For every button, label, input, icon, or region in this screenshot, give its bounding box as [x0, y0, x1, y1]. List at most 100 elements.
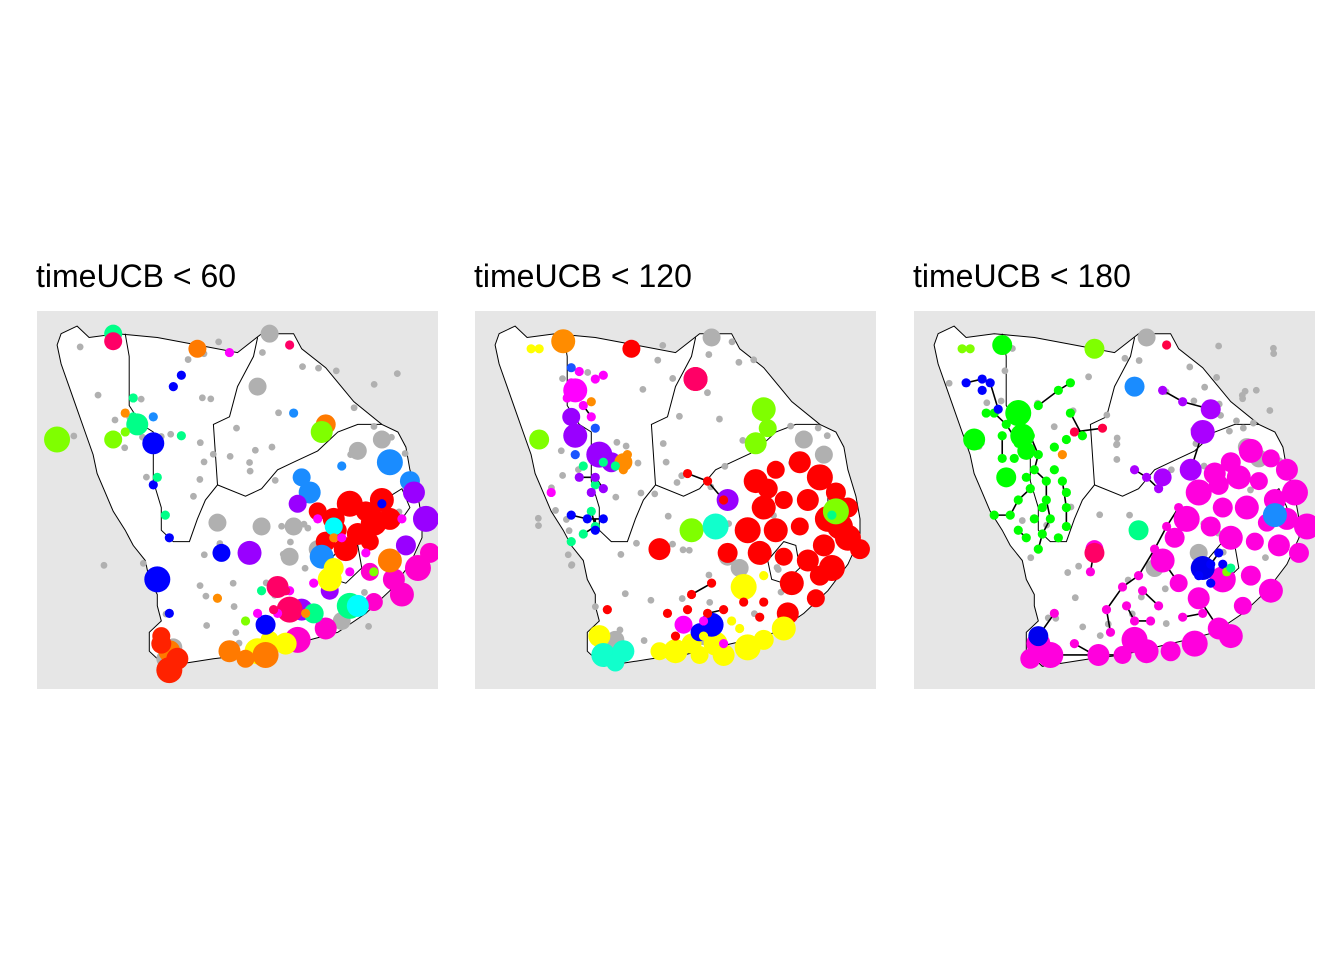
cluster-point-small: [1033, 400, 1043, 411]
border-line: [1089, 337, 1136, 485]
cluster-point-small: [369, 567, 379, 577]
cluster-point-small: [1021, 533, 1031, 543]
gray-point-large: [248, 377, 267, 396]
gray-point: [401, 450, 409, 457]
gray-point: [268, 443, 276, 451]
cluster-point: [276, 596, 303, 623]
cluster-point-small: [1198, 608, 1208, 618]
gray-point: [637, 489, 645, 497]
map-svg: [37, 311, 438, 689]
gray-point-large: [208, 513, 227, 532]
cluster-point: [274, 632, 297, 655]
gray-point: [1103, 411, 1111, 419]
gray-point: [1247, 486, 1254, 494]
cluster-point-small: [698, 616, 709, 626]
cluster-point-small: [120, 408, 130, 418]
cluster-point: [1234, 495, 1259, 520]
gray-point: [705, 571, 713, 579]
cluster-point: [308, 502, 327, 521]
cluster-point: [758, 419, 777, 438]
cluster-point: [377, 548, 402, 573]
gray-point: [640, 637, 648, 644]
cluster-point: [395, 535, 416, 556]
gray-point: [1113, 434, 1121, 442]
cluster-point-small: [164, 533, 174, 543]
border-line: [650, 337, 697, 485]
cluster-point: [622, 339, 641, 358]
gray-point: [198, 394, 206, 402]
cluster-point-small: [1045, 514, 1055, 524]
gray-point: [612, 493, 620, 501]
gray-point: [591, 603, 599, 611]
border-line: [212, 337, 259, 485]
gray-point: [1225, 427, 1233, 435]
cluster-point: [674, 615, 693, 634]
cluster-point-small: [1025, 431, 1035, 441]
cluster-point: [314, 617, 337, 640]
cluster-point: [144, 566, 171, 593]
cluster-point: [151, 633, 172, 654]
cluster-point: [156, 657, 183, 684]
cluster-point: [1124, 376, 1145, 397]
cluster-point: [1275, 458, 1298, 481]
cluster-point-small: [148, 412, 158, 422]
cluster-point: [1017, 441, 1036, 460]
cluster-point-small: [1033, 544, 1043, 554]
gray-point: [315, 364, 322, 372]
cluster-point-small: [1218, 559, 1228, 569]
gray-point: [370, 380, 378, 388]
cluster-point: [663, 639, 688, 664]
cluster-point: [1240, 565, 1261, 586]
gray-point: [202, 592, 210, 600]
cluster-point-small: [160, 510, 170, 520]
cluster-point: [1187, 587, 1210, 610]
cluster-point-small: [1041, 495, 1051, 505]
cluster-point-small: [1158, 385, 1168, 395]
cluster-point-small: [586, 397, 596, 407]
cluster-point: [378, 507, 401, 530]
lesotho-border: [767, 541, 801, 584]
cluster-point-small: [719, 495, 729, 505]
cluster-point: [1218, 525, 1243, 550]
cluster-point: [360, 532, 379, 551]
cluster-point: [218, 640, 241, 663]
cluster-point: [763, 518, 788, 543]
gray-point: [565, 527, 573, 535]
cluster-point-small: [578, 400, 588, 411]
cluster-point-small: [586, 412, 596, 422]
cluster-point-small: [1178, 397, 1188, 407]
gray-point: [647, 596, 655, 604]
gray-point: [557, 447, 565, 455]
gray-point: [301, 564, 309, 572]
gray-point: [659, 440, 667, 447]
cluster-point-small: [1049, 442, 1059, 452]
cluster-point: [188, 339, 207, 358]
cluster-point-small: [1178, 612, 1188, 622]
map-panel: [475, 311, 876, 689]
gray-point: [552, 507, 559, 514]
cluster-point: [1028, 626, 1049, 647]
gray-point: [679, 546, 687, 554]
gray-point: [721, 462, 729, 470]
gray-point: [70, 432, 78, 440]
gray-point: [564, 551, 572, 559]
gray-point: [167, 430, 175, 438]
gray-point: [1270, 344, 1277, 352]
gray-point: [1126, 511, 1133, 519]
link-line: [1074, 427, 1103, 433]
gray-point: [1050, 423, 1058, 431]
cluster-point: [1190, 419, 1215, 444]
gray-point: [251, 446, 259, 454]
cluster-point-small: [240, 616, 251, 626]
cluster-point: [376, 449, 403, 476]
cluster-point-small: [1085, 567, 1096, 577]
gray-point: [675, 412, 683, 420]
gray-point: [584, 369, 592, 376]
cluster-point: [806, 589, 825, 608]
cluster-point-small: [586, 506, 596, 516]
cluster-point-small: [1141, 472, 1152, 482]
cluster-point-small: [1226, 563, 1236, 573]
cluster-point: [1150, 548, 1175, 573]
gray-point: [1266, 407, 1274, 414]
cluster-point-small: [176, 370, 186, 380]
